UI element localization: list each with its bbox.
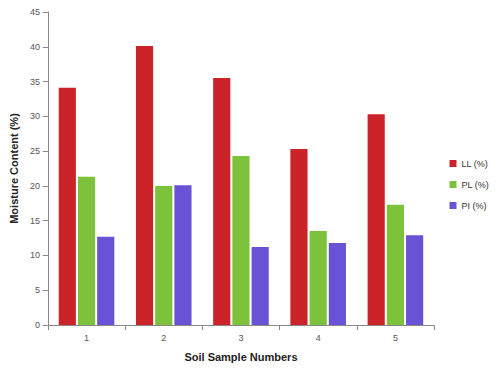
svg-text:3: 3 bbox=[238, 333, 243, 343]
svg-text:35: 35 bbox=[30, 77, 40, 87]
svg-text:20: 20 bbox=[30, 181, 40, 191]
svg-text:1: 1 bbox=[84, 333, 89, 343]
svg-text:15: 15 bbox=[30, 216, 40, 226]
svg-text:PI (%): PI (%) bbox=[461, 201, 486, 211]
svg-text:2: 2 bbox=[161, 333, 166, 343]
svg-text:30: 30 bbox=[30, 111, 40, 121]
svg-text:25: 25 bbox=[30, 146, 40, 156]
svg-text:40: 40 bbox=[30, 42, 40, 52]
svg-text:Moisture Content (%): Moisture Content (%) bbox=[8, 113, 20, 224]
svg-text:PL (%): PL (%) bbox=[461, 180, 488, 190]
svg-text:10: 10 bbox=[30, 250, 40, 260]
svg-text:Soil Sample Numbers: Soil Sample Numbers bbox=[184, 351, 297, 363]
svg-text:LL (%): LL (%) bbox=[461, 159, 487, 169]
svg-text:5: 5 bbox=[35, 285, 40, 295]
svg-text:45: 45 bbox=[30, 7, 40, 17]
svg-text:4: 4 bbox=[316, 333, 321, 343]
svg-text:0: 0 bbox=[35, 320, 40, 330]
svg-text:5: 5 bbox=[393, 333, 398, 343]
